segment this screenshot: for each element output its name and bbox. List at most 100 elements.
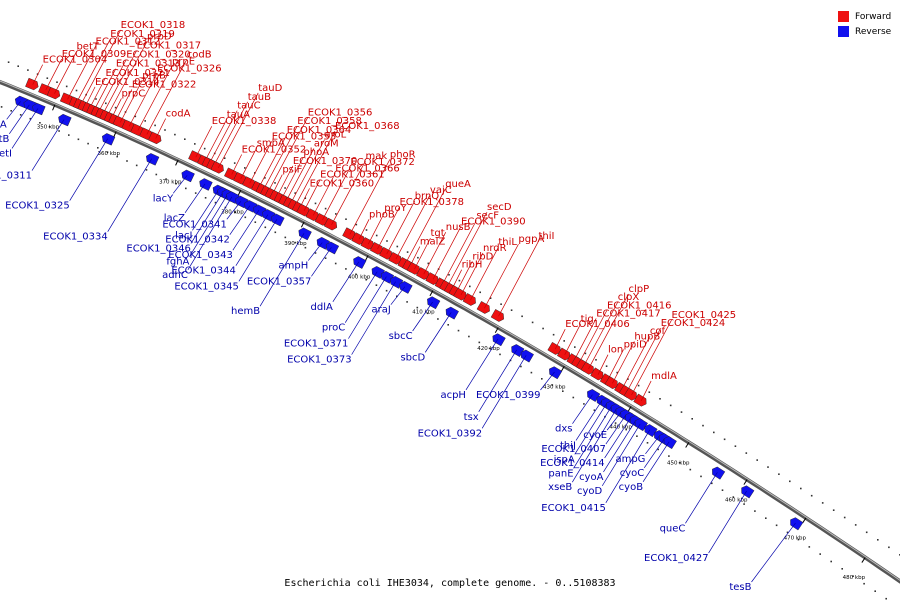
guide-dot-upper — [530, 371, 533, 374]
guide-dot-upper — [863, 582, 865, 585]
gene-label: tesB — [729, 582, 751, 593]
guide-dot-lower — [843, 516, 846, 519]
guide-dot-upper — [711, 482, 713, 485]
guide-dot-lower — [680, 411, 683, 413]
guide-dot-lower — [723, 438, 726, 441]
gene-label: adhC — [162, 270, 188, 281]
guide-dot-lower — [345, 218, 347, 220]
gene-label: ECOK1_0345 — [174, 281, 239, 292]
gene-label: tig — [581, 314, 594, 325]
gene-leader — [424, 312, 452, 353]
guide-dot-upper — [345, 268, 347, 270]
gene-leader — [605, 429, 651, 503]
guide-dot-lower — [500, 303, 502, 305]
gene-label: hupB — [634, 331, 660, 342]
guide-dot-upper — [593, 409, 596, 411]
guide-dot-lower — [888, 546, 890, 549]
gene-label: ECOK1_0425 — [672, 310, 737, 321]
guide-dot-upper — [885, 597, 887, 600]
guide-dot-lower — [584, 352, 587, 355]
gene-label: codB — [187, 49, 212, 60]
guide-dot-lower — [417, 256, 419, 259]
guide-dot-upper — [194, 192, 197, 194]
gene-label: ECOK1_0341 — [162, 219, 227, 230]
gene-label: queC — [660, 523, 686, 534]
gene-label: ECOK1_0325 — [5, 201, 70, 212]
gene-label: aroL — [324, 130, 346, 141]
guide-dot-upper — [551, 384, 554, 386]
guide-dot-upper — [214, 201, 217, 204]
gene-label: ECOK1_0406 — [565, 319, 630, 330]
guide-dot-upper — [614, 422, 617, 424]
gene-leader — [190, 192, 224, 244]
gene-leader — [184, 183, 206, 214]
gene-leader — [588, 293, 629, 370]
guide-dot-upper — [819, 553, 821, 555]
gene-label: ampH — [279, 261, 309, 272]
gene-label: ECOK1_0353 — [272, 131, 337, 142]
tick-label: 390 kbp — [284, 241, 307, 247]
guide-dot-lower — [27, 69, 29, 71]
guide-dot-lower — [877, 539, 879, 541]
tick-mark — [52, 104, 56, 111]
gene-leader — [54, 51, 77, 94]
gene-leader — [601, 423, 641, 487]
gene-leader — [290, 139, 325, 204]
gene-leader — [259, 232, 305, 307]
gene-label: araJ — [372, 305, 391, 316]
guide-dot-upper — [254, 221, 257, 223]
tick-mark — [364, 255, 369, 261]
gene-leader — [32, 64, 43, 85]
guide-dot-upper — [106, 151, 109, 153]
gene-label: ECOK1_0326 — [157, 63, 222, 74]
gene-leader — [102, 50, 137, 115]
guide-dot-lower — [396, 245, 399, 248]
guide-dot-upper — [488, 347, 491, 350]
tick-mark — [743, 479, 748, 485]
gene-arrow — [663, 436, 677, 450]
gene-leader — [204, 119, 228, 162]
tick-mark — [429, 290, 434, 297]
gene-leader — [572, 394, 593, 424]
gene-label: ECOK1_0361 — [320, 170, 385, 181]
guide-dot-lower — [355, 223, 358, 226]
gene-label: lacY — [153, 193, 174, 204]
guide-dot-lower — [7, 61, 10, 63]
guide-dot-lower — [616, 371, 618, 374]
gene-leader — [137, 66, 173, 131]
gene-leader — [367, 213, 385, 245]
gene-leader — [6, 101, 21, 120]
tick-mark — [627, 406, 632, 412]
gene-leader — [107, 158, 153, 232]
gene-leader — [605, 414, 627, 445]
gene-leader — [573, 406, 612, 469]
guide-dot-upper — [244, 216, 247, 219]
gene-leader — [226, 201, 242, 220]
guide-dot-lower — [448, 274, 450, 276]
gene-leader — [189, 194, 228, 257]
guide-dot-lower — [203, 147, 206, 150]
gene-leader — [115, 89, 133, 121]
gene-label: ECOK1_0318 — [121, 20, 186, 31]
gene-arrow — [741, 485, 755, 499]
gene-leader — [229, 205, 251, 235]
gene-arrow — [25, 77, 39, 91]
guide-dot-lower — [194, 143, 196, 145]
guide-dot-upper — [721, 489, 724, 491]
gene-leader — [213, 101, 249, 166]
gene-arrow — [492, 333, 506, 347]
guide-dot-upper — [416, 306, 419, 309]
guide-dot-lower — [56, 81, 58, 83]
gene-leader — [331, 160, 366, 225]
gene-label: ECOK1_0368 — [335, 121, 400, 132]
gene-label: mak — [366, 151, 388, 162]
guide-dot-upper — [657, 448, 659, 451]
gene-leader — [432, 226, 462, 280]
gene-label: vajC — [430, 185, 452, 196]
gene-label: nusB — [446, 222, 471, 233]
gene-label: ECOK1_0407 — [541, 444, 606, 455]
guide-dot-upper — [478, 341, 481, 344]
gene-leader — [478, 349, 518, 413]
gene-leader — [303, 179, 321, 211]
gene-leader — [312, 173, 336, 216]
